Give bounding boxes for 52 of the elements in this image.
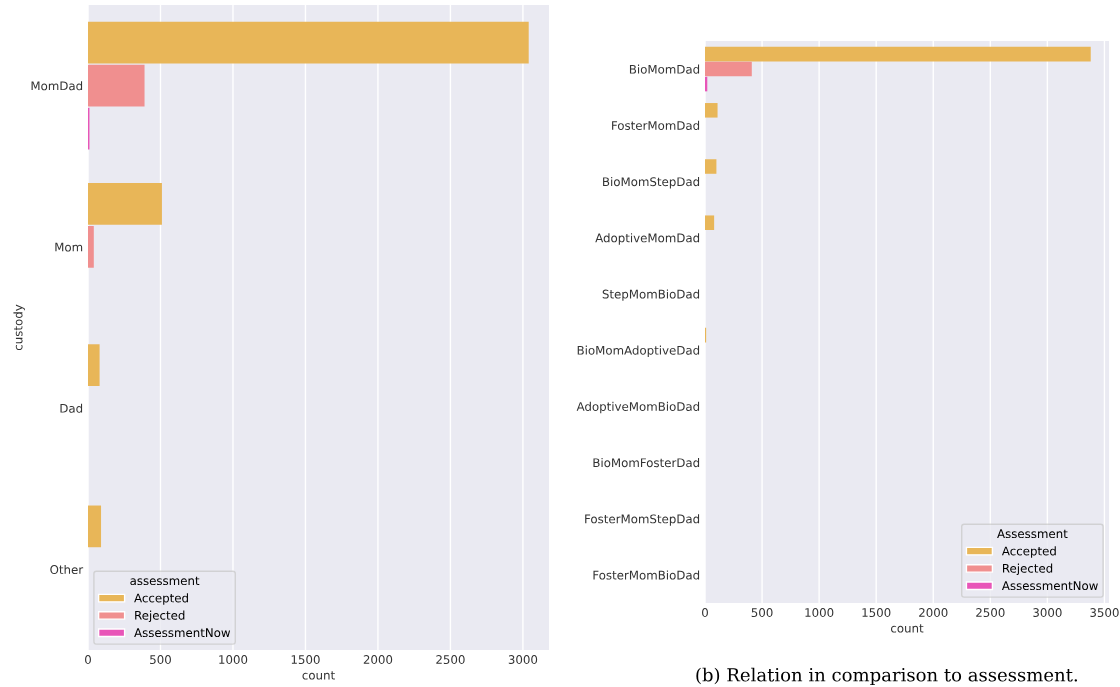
x-tick-label: 1000 bbox=[219, 655, 248, 664]
x-tick-label: 2000 bbox=[919, 608, 948, 617]
x-tick-label: 0 bbox=[702, 608, 708, 617]
bar bbox=[705, 61, 752, 77]
y-tick-label: MomDad bbox=[31, 81, 83, 91]
y-axis-title: custody bbox=[13, 304, 25, 351]
x-tick-label: 500 bbox=[150, 655, 171, 664]
legend-label: Rejected bbox=[135, 610, 185, 623]
legend-label: Accepted bbox=[134, 593, 188, 605]
bar bbox=[88, 21, 529, 64]
legend-label: AssessmentNow bbox=[1001, 581, 1098, 591]
x-tick-label: 2000 bbox=[363, 655, 393, 664]
text: (b) Relation in comparison to assessment. bbox=[696, 667, 1077, 686]
bar bbox=[88, 226, 94, 268]
bar bbox=[705, 46, 1091, 62]
x-tick-label: 1500 bbox=[291, 655, 320, 664]
y-tick-label: BioMomDad bbox=[629, 64, 700, 74]
legend-label: Rejected bbox=[1003, 563, 1053, 576]
bar bbox=[88, 183, 162, 225]
legend-title: assessment bbox=[130, 576, 200, 586]
y-tick-label: BioMomStepDad bbox=[603, 177, 700, 189]
bar bbox=[705, 215, 715, 230]
x-tick-label: 1500 bbox=[862, 608, 891, 617]
y-tick-label: StepMomBioDad bbox=[602, 289, 700, 301]
legend-label: AssessmentNow bbox=[134, 628, 231, 638]
y-tick-label: Dad bbox=[60, 403, 83, 413]
y-tick-label: BioMomFosterDad bbox=[593, 458, 700, 468]
x-tick-label: 2500 bbox=[436, 655, 465, 664]
y-tick-label: Other bbox=[50, 564, 84, 575]
bar bbox=[705, 103, 718, 118]
bar bbox=[88, 64, 145, 107]
x-tick-label: 3000 bbox=[1033, 608, 1062, 617]
y-tick-label: FosterMomDad bbox=[612, 120, 700, 130]
x-tick-label: 0 bbox=[85, 655, 91, 664]
y-tick-label: Mom bbox=[55, 242, 83, 252]
legend-title: Assessment bbox=[997, 529, 1068, 539]
y-tick-label: BioMomAdoptiveDad bbox=[577, 345, 700, 358]
x-tick-label: 3000 bbox=[508, 655, 538, 664]
y-tick-label: FosterMomBioDad bbox=[593, 570, 700, 580]
y-tick-label: AdoptiveMomDad bbox=[595, 233, 700, 245]
bar bbox=[88, 505, 102, 548]
x-axis-title: count bbox=[891, 624, 924, 633]
bar bbox=[88, 344, 100, 386]
x-tick-label: 500 bbox=[751, 608, 773, 617]
y-tick-label: AdoptiveMomBioDad bbox=[576, 401, 700, 414]
x-tick-label: 1000 bbox=[805, 608, 834, 617]
bar bbox=[705, 159, 717, 174]
x-tick-label: 3500 bbox=[1090, 608, 1119, 617]
y-tick-label: FosterMomStepDad bbox=[585, 514, 700, 526]
x-tick-label: 2500 bbox=[976, 608, 1005, 617]
legend-label: Accepted bbox=[1001, 546, 1056, 558]
x-axis-title: count bbox=[302, 671, 335, 680]
